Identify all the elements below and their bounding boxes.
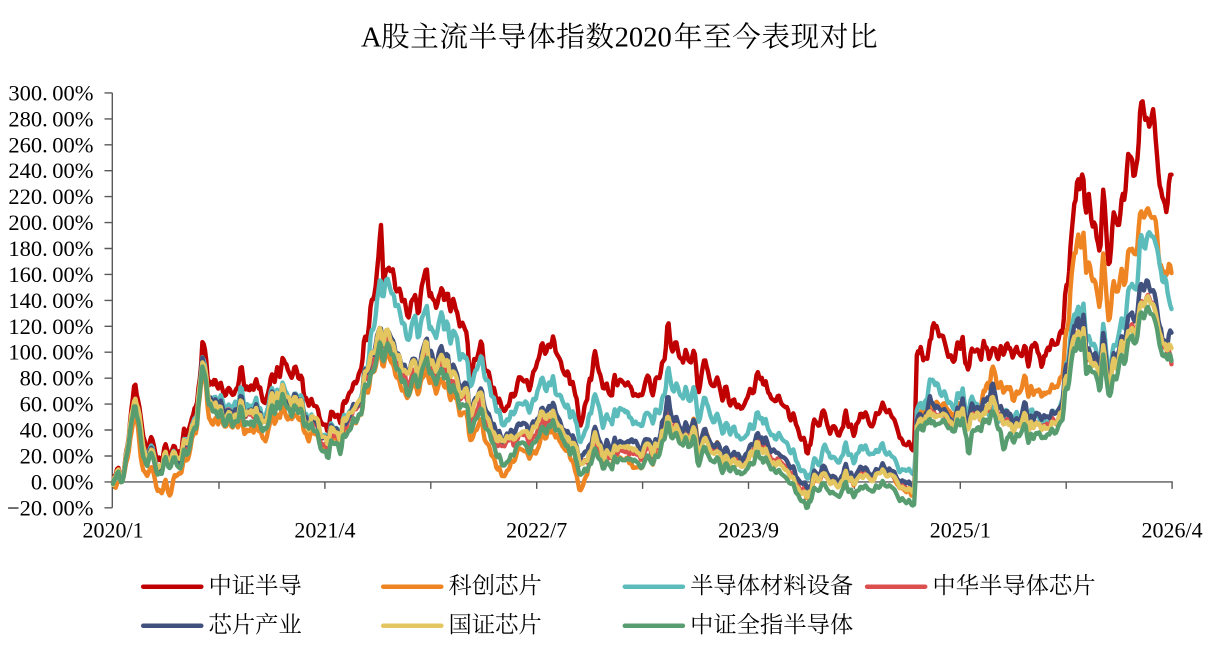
svg-text:2022/7: 2022/7 [506,518,567,543]
svg-text:280. 00%: 280. 00% [8,106,93,131]
svg-text:60. 00%: 60. 00% [20,392,94,417]
svg-text:120. 00%: 120. 00% [8,314,93,339]
svg-text:20. 00%: 20. 00% [20,444,94,469]
svg-text:220. 00%: 220. 00% [8,184,93,209]
svg-text:80. 00%: 80. 00% [20,366,94,391]
svg-text:2020: 2020 [615,23,672,54]
svg-text:160. 00%: 160. 00% [8,262,93,287]
svg-text:200. 00%: 200. 00% [8,210,93,235]
svg-text:2026/4: 2026/4 [1142,518,1203,543]
svg-text:2023/9: 2023/9 [718,518,779,543]
svg-text:260. 00%: 260. 00% [8,132,93,157]
svg-text:2025/1: 2025/1 [930,518,991,543]
svg-text:300. 00%: 300. 00% [8,80,93,105]
svg-text:240. 00%: 240. 00% [8,158,93,183]
svg-text:2021/4: 2021/4 [294,518,355,543]
svg-text:−20. 00%: −20. 00% [7,495,94,520]
svg-text:140. 00%: 140. 00% [8,288,93,313]
svg-text:0. 00%: 0. 00% [31,469,94,494]
svg-text:100. 00%: 100. 00% [8,340,93,365]
svg-text:180. 00%: 180. 00% [8,236,93,261]
svg-text:A: A [361,23,382,54]
svg-text:2020/1: 2020/1 [83,518,144,543]
svg-text:40. 00%: 40. 00% [20,418,94,443]
